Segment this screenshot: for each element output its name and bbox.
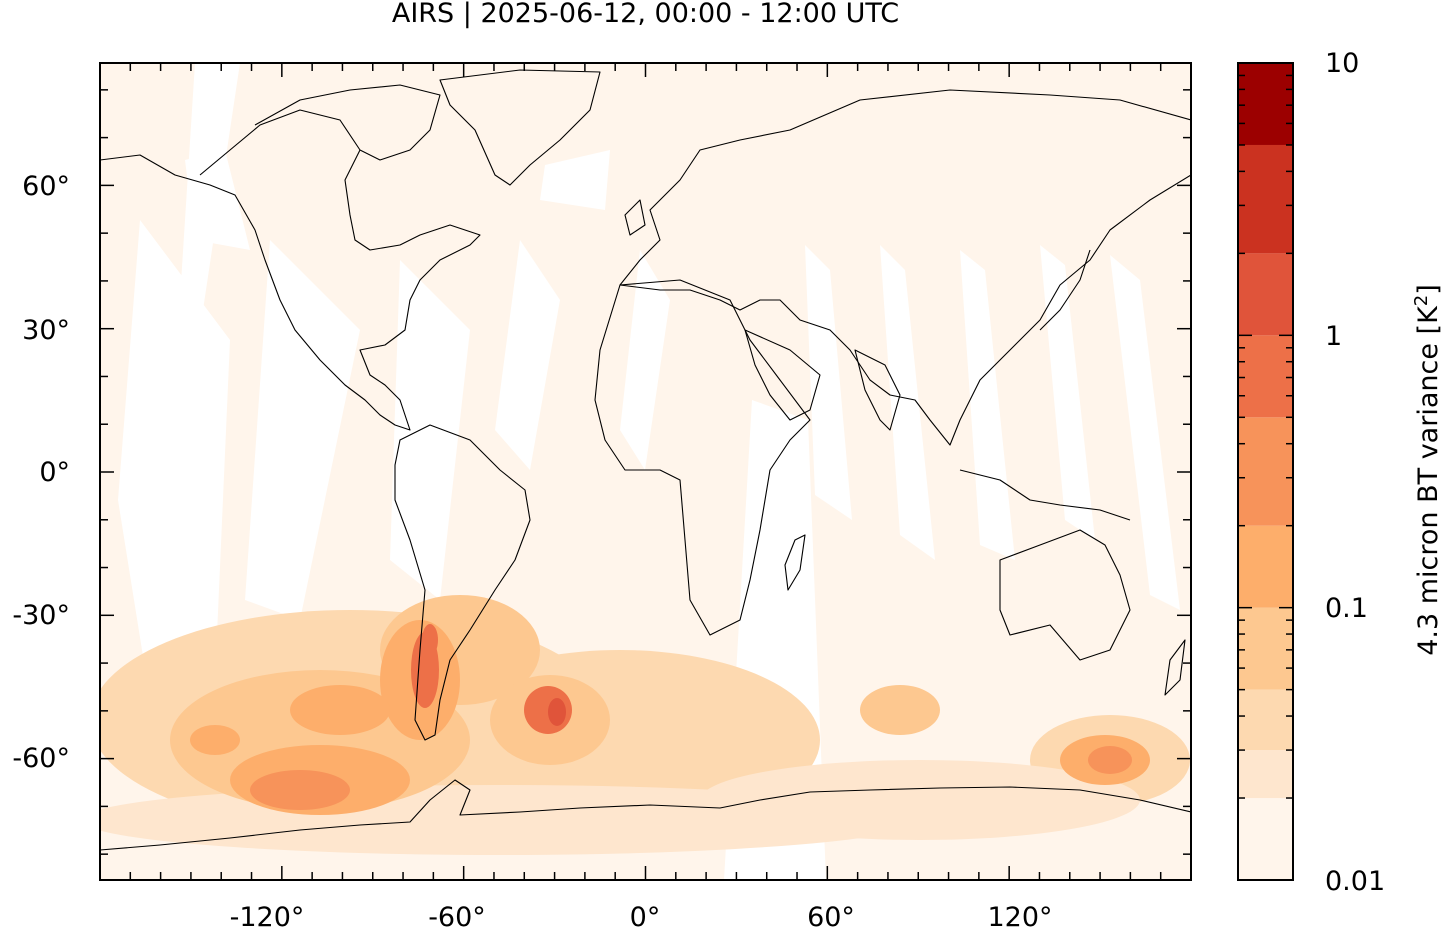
orbit-gap	[1040, 245, 1095, 540]
orbit-gap	[390, 260, 470, 600]
map-plot-area	[100, 63, 1191, 880]
y-axis-labels: 60° 30° 0° -30° -60°	[12, 171, 70, 774]
orbit-gap	[185, 150, 250, 250]
colorbar-labels: 10 1 0.1 0.01	[1325, 48, 1385, 897]
x-tick-label: 0°	[630, 902, 661, 930]
variance-contour	[860, 685, 940, 735]
x-tick-label: 120°	[987, 902, 1052, 930]
coastline-antarctica	[100, 779, 1191, 851]
orbit-gap	[1110, 255, 1180, 610]
variance-contour	[190, 725, 240, 755]
orbit-gap	[960, 250, 1015, 560]
variance-contour	[250, 770, 350, 810]
coastline-north-america	[100, 109, 481, 431]
coastline-japan	[1039, 249, 1091, 331]
colorbar-title: 4.3 micron BT variance [K2]	[1411, 284, 1442, 656]
orbit-gap	[118, 220, 230, 700]
colorbar-band	[1238, 253, 1293, 336]
coastline-eurasia	[619, 89, 1191, 446]
coastline-south-america	[394, 424, 531, 741]
colorbar-band	[1238, 689, 1293, 751]
orbit-gap	[495, 240, 560, 470]
colorbar-band	[1238, 525, 1293, 608]
variance-contour	[1088, 746, 1132, 774]
orbit-gap	[880, 245, 935, 560]
colorbar-band	[1238, 63, 1293, 145]
coastline-canadian-archipelago	[254, 84, 441, 161]
y-tick-label: -60°	[12, 743, 70, 774]
coastline-africa	[594, 279, 811, 636]
colorbar-tick-label: 0.01	[1325, 866, 1385, 897]
coastline-uk	[624, 199, 646, 236]
variance-contour	[290, 685, 390, 735]
colorbar-tick-label: 0.1	[1325, 593, 1368, 624]
colorbar-tick-label: 1	[1325, 321, 1342, 352]
coastline-arabia	[744, 329, 821, 421]
colorbar-band	[1238, 607, 1293, 690]
axis-ticks	[100, 63, 1191, 880]
x-tick-label: -120°	[230, 902, 305, 930]
coastline-india	[854, 349, 901, 431]
x-tick-label: 60°	[807, 902, 855, 930]
colorbar-tick-label: 10	[1325, 48, 1359, 79]
orbit-gap	[620, 250, 670, 470]
variance-field	[100, 595, 1190, 855]
colorbar-band	[1238, 798, 1293, 880]
coastlines	[100, 69, 1191, 851]
y-tick-label: 30°	[22, 315, 70, 346]
x-tick-label: -60°	[428, 902, 486, 930]
orbit-gap	[245, 240, 360, 620]
colorbar-band	[1238, 750, 1293, 799]
y-tick-label: 0°	[39, 457, 70, 488]
x-axis-labels: -120° -60° 0° 60° 120°	[230, 902, 1053, 930]
coastline-new-zealand	[1164, 639, 1186, 696]
colorbar	[1238, 63, 1293, 880]
orbit-gaps	[118, 63, 1180, 880]
map-title: AIRS | 2025-06-12, 00:00 - 12:00 UTC	[391, 0, 900, 29]
coastline-greenland	[439, 69, 601, 186]
y-tick-label: -30°	[12, 600, 70, 631]
variance-contour	[548, 698, 566, 726]
y-tick-label: 60°	[22, 171, 70, 202]
colorbar-band	[1238, 335, 1293, 418]
colorbar-band	[1238, 144, 1293, 254]
colorbar-frame	[1237, 62, 1294, 881]
coastline-madagascar	[784, 534, 806, 591]
variance-contour	[100, 785, 920, 855]
variance-contour	[422, 624, 438, 656]
colorbar-ticks	[1238, 62, 1293, 881]
coastline-australia	[999, 529, 1131, 661]
coastline-indonesia	[959, 469, 1131, 521]
orbit-gap	[805, 245, 852, 520]
orbit-gap	[540, 150, 610, 210]
colorbar-band	[1238, 417, 1293, 526]
